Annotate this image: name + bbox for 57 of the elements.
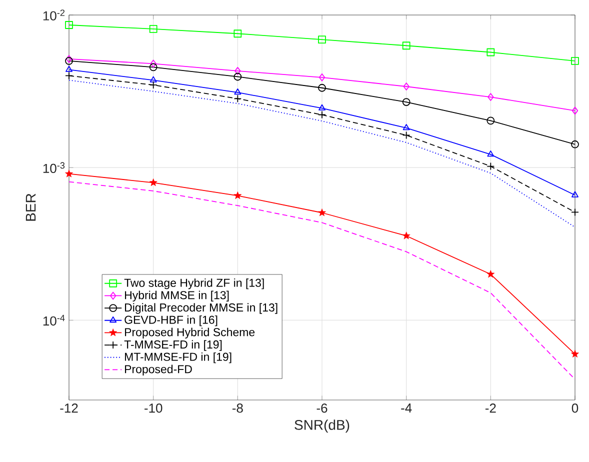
point bbox=[572, 191, 578, 198]
point bbox=[65, 21, 73, 29]
line-series bbox=[69, 181, 575, 380]
point bbox=[402, 232, 410, 240]
point bbox=[149, 178, 158, 186]
point bbox=[571, 350, 579, 358]
x-axis-title: SNR(dB) bbox=[294, 420, 350, 433]
point bbox=[486, 270, 495, 278]
point bbox=[318, 73, 326, 82]
x-tick-label: -12 bbox=[60, 404, 78, 413]
y-tick-label: 10$^{-4}$ bbox=[43, 314, 65, 326]
x-tick-label: -8 bbox=[232, 404, 243, 413]
legend-label: MT-MMSE-FD in [19] bbox=[125, 352, 232, 364]
legend-label: GEVD-HBF in [16] bbox=[124, 315, 218, 326]
point bbox=[487, 150, 494, 157]
point bbox=[149, 63, 158, 72]
point bbox=[402, 98, 410, 106]
point bbox=[234, 72, 242, 81]
legend-label: Two stage Hybrid ZF in [13] bbox=[124, 278, 264, 290]
point bbox=[65, 170, 73, 178]
x-tick-label: -10 bbox=[144, 404, 162, 413]
point bbox=[402, 124, 410, 130]
point bbox=[571, 56, 579, 65]
point bbox=[486, 162, 495, 170]
point bbox=[402, 131, 410, 140]
point bbox=[486, 116, 495, 125]
point bbox=[234, 94, 242, 103]
legend-label: Hybrid MMSE in [13] bbox=[125, 290, 229, 302]
point bbox=[318, 208, 326, 216]
point bbox=[234, 66, 241, 75]
point bbox=[572, 106, 578, 115]
y-tick-label: 10$^{-3}$ bbox=[43, 162, 65, 174]
legend-label: T-MMSE-FD in [19] bbox=[124, 340, 222, 351]
point bbox=[234, 30, 242, 38]
point bbox=[318, 84, 326, 92]
point bbox=[66, 66, 72, 72]
x-tick-label: -2 bbox=[485, 404, 496, 413]
point bbox=[150, 60, 156, 68]
y-axis-title: BER bbox=[26, 194, 36, 221]
point bbox=[403, 82, 410, 90]
point bbox=[149, 25, 158, 33]
point bbox=[234, 88, 242, 95]
point bbox=[318, 36, 326, 44]
legend-label: Proposed Hybrid Scheme bbox=[125, 328, 255, 339]
y-tick-label: 10$^{-2}$ bbox=[43, 10, 65, 20]
point bbox=[402, 42, 410, 50]
point bbox=[234, 192, 242, 200]
x-tick-label: -4 bbox=[401, 404, 412, 412]
point bbox=[486, 48, 495, 56]
legend-label: Proposed-FD bbox=[125, 364, 192, 376]
legend-label: Digital Precoder MMSE in [13] bbox=[125, 303, 278, 314]
point bbox=[571, 140, 579, 148]
x-tick-label: 0 bbox=[572, 404, 578, 413]
point bbox=[318, 104, 326, 110]
point bbox=[488, 93, 494, 101]
point bbox=[150, 76, 157, 82]
x-tick-label: -6 bbox=[316, 404, 328, 413]
